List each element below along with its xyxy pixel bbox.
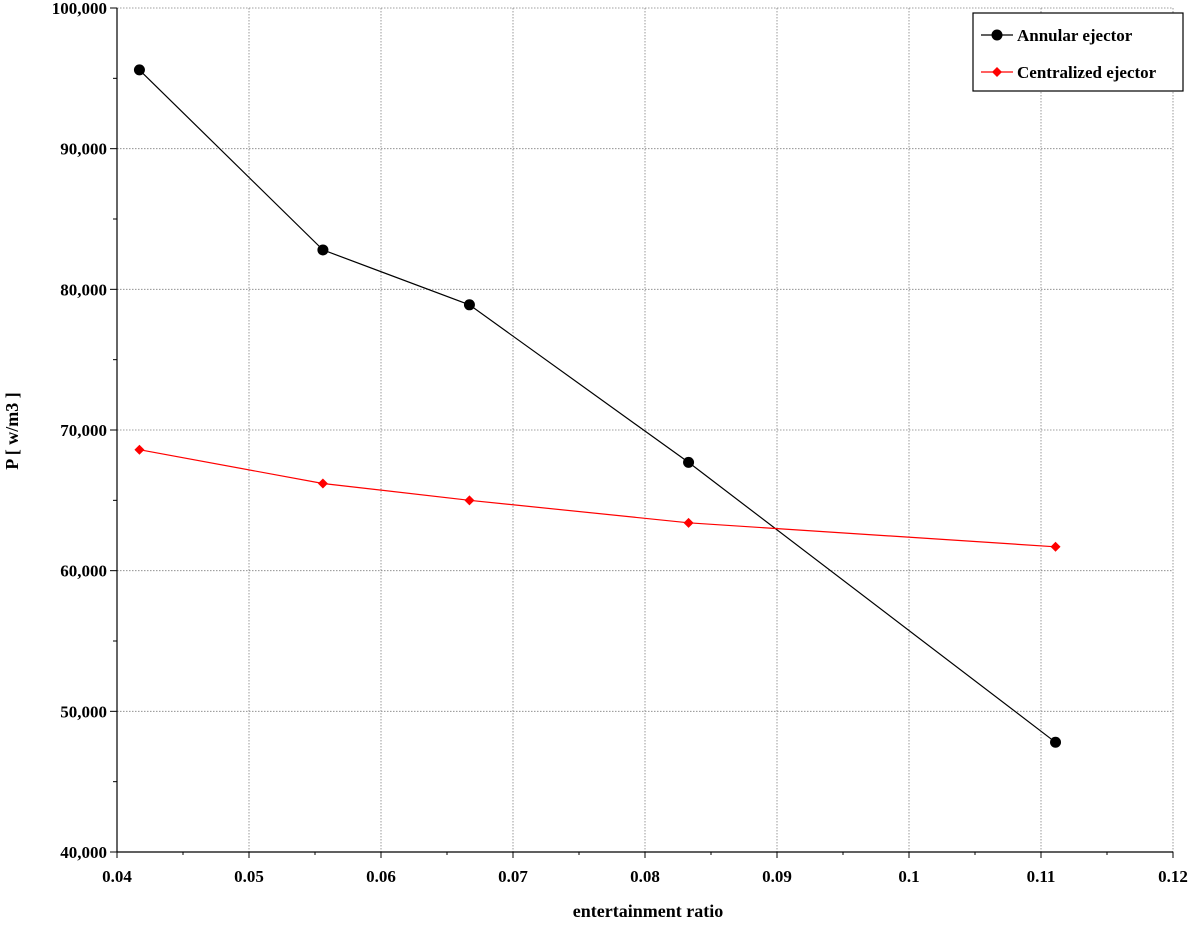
series-line	[138, 69, 1056, 743]
data-point	[317, 244, 329, 256]
data-point	[683, 456, 695, 468]
data-point	[134, 444, 145, 455]
legend-item: Centralized ejector	[981, 63, 1157, 82]
x-tick-label: 0.12	[1158, 867, 1188, 886]
series-annular-ejector	[133, 64, 1062, 748]
y-tick-label: 60,000	[60, 562, 107, 581]
x-tick-label: 0.07	[498, 867, 528, 886]
grid-layer	[117, 7, 1174, 852]
x-tick-label: 0.04	[102, 867, 132, 886]
y-tick-label: 90,000	[60, 140, 107, 159]
legend-box	[972, 12, 1184, 92]
axis-layer: 0.04 0.05 0.06 0.07 0.08 0.09 0.1 0.11 0.12 40,00…	[52, 0, 1188, 886]
legend-item: Annular ejector	[981, 26, 1133, 45]
legend-label: Centralized ejector	[1017, 63, 1157, 82]
legend-marker	[992, 67, 1002, 77]
y-axis-title: P [ w/m3 ]	[2, 392, 22, 469]
legend: Annular ejector Centralized ejector	[972, 12, 1184, 92]
x-tick-label: 0.09	[762, 867, 792, 886]
y-tick-label: 50,000	[60, 702, 107, 721]
data-point	[464, 495, 475, 506]
y-tick-label: 70,000	[60, 421, 107, 440]
data-point	[683, 517, 694, 528]
y-tick-label: 100,000	[52, 0, 107, 18]
series-layer	[133, 64, 1062, 748]
series-line	[139, 449, 1056, 548]
y-tick-label: 40,000	[60, 843, 107, 862]
x-tick-label: 0.1	[898, 867, 919, 886]
x-tick-label: 0.06	[366, 867, 396, 886]
data-point	[317, 478, 328, 489]
x-tick-label: 0.11	[1027, 867, 1056, 886]
data-point	[1050, 736, 1062, 748]
x-axis-title: entertainment ratio	[573, 901, 723, 920]
data-point	[463, 299, 475, 311]
data-point	[133, 64, 145, 76]
legend-marker	[991, 29, 1003, 41]
data-point	[1050, 541, 1061, 552]
legend-label: Annular ejector	[1017, 26, 1133, 45]
x-tick-label: 0.08	[630, 867, 660, 886]
y-tick-label: 80,000	[60, 280, 107, 299]
series-centralized-ejector	[134, 444, 1061, 552]
x-tick-label: 0.05	[234, 867, 264, 886]
